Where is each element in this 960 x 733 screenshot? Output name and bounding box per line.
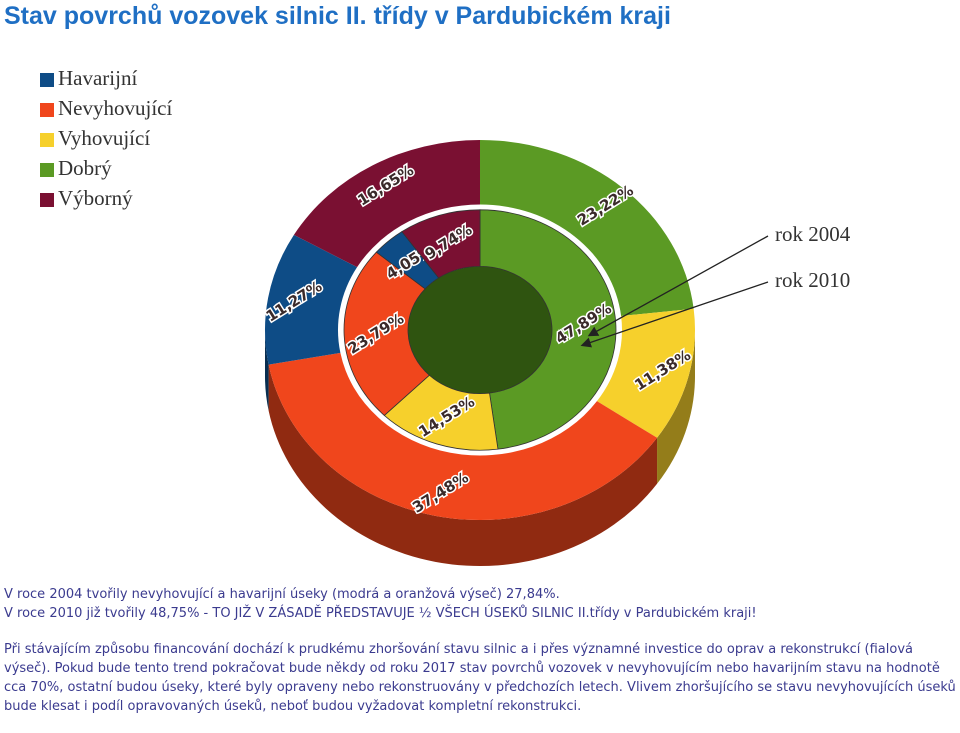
legend-label: Výborný [58, 186, 133, 210]
hole [408, 266, 552, 394]
slice [596, 308, 695, 438]
legend-label: Dobrý [58, 156, 112, 180]
slice-side [268, 364, 658, 567]
slice [480, 140, 694, 316]
chart-title: Stav povrchů vozovek silnic II. třídy v … [4, 2, 671, 30]
arrow [580, 281, 769, 348]
note-text: V roce 2004 tvořily nevyhovující a havar… [4, 587, 560, 602]
slice [265, 234, 358, 365]
slice-side [265, 330, 269, 411]
slice [401, 209, 481, 279]
paragraph: V roce 2004 tvořily nevyhovující a havar… [4, 585, 960, 623]
arrow [587, 235, 769, 337]
slice [293, 140, 480, 268]
legend-label: Nevyhovující [58, 96, 172, 120]
legend-label: Vyhovující [58, 126, 150, 150]
legend: Havarijní Nevyhovující Vyhovující Dobrý Výbo… [40, 66, 172, 210]
slice [343, 251, 430, 416]
legend-swatch [40, 163, 54, 177]
note-text: V roce 2010 již tvořily 48,75% - TO JIŽ … [4, 606, 757, 621]
legend-swatch [40, 193, 54, 207]
slice [268, 352, 658, 521]
legend-label: Havarijní [58, 66, 137, 90]
note-text: Při stávajícím způsobu financování dochá… [4, 642, 956, 714]
slice [479, 209, 617, 450]
slice-side [657, 330, 695, 484]
legend-swatch [40, 103, 54, 117]
notes: V roce 2004 tvořily nevyhovující a havar… [4, 585, 960, 733]
chart: 23,22%11,38%37,48%11,27%16,65%47,89%14,5… [40, 66, 851, 567]
legend-swatch [40, 133, 54, 147]
legend-swatch [40, 73, 54, 87]
series-label: rok 2010 [775, 268, 850, 292]
paragraph: Při stávajícím způsobu financování dochá… [4, 640, 960, 716]
series-label: rok 2004 [775, 222, 851, 246]
